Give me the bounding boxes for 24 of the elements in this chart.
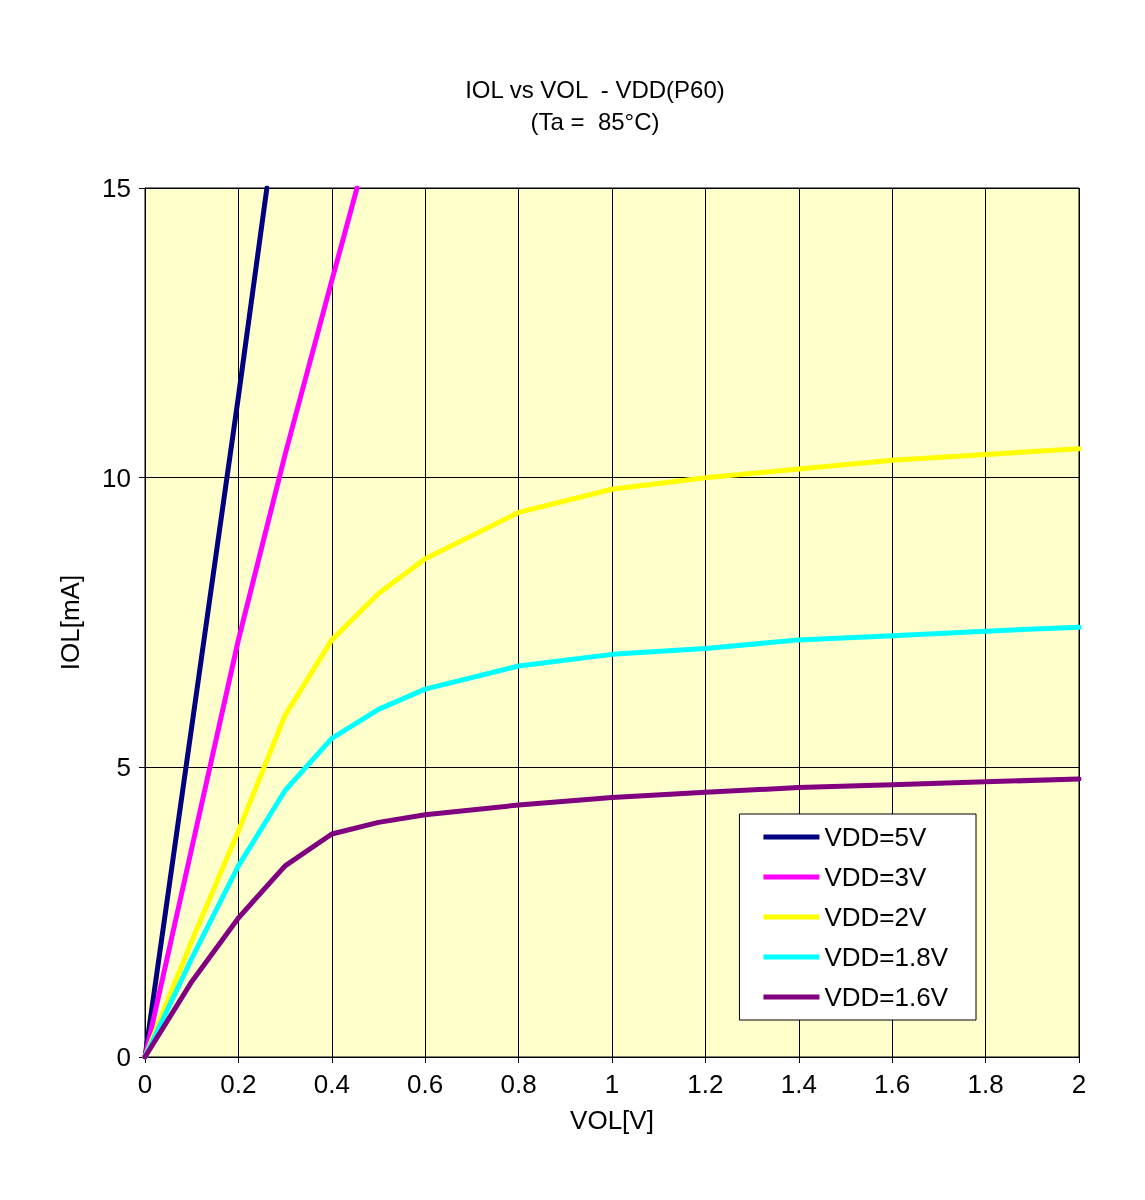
x-tick-label: 1.2	[687, 1069, 724, 1099]
legend-label: VDD=5V	[824, 822, 927, 852]
legend-label: VDD=1.8V	[824, 942, 949, 972]
x-tick-label: 0.8	[500, 1069, 537, 1099]
legend-label: VDD=1.6V	[824, 982, 949, 1012]
x-tick-label: 0.6	[407, 1069, 444, 1099]
x-tick-label: 1	[604, 1069, 620, 1099]
y-tick-label: 5	[116, 752, 131, 783]
y-tick-label: 15	[102, 173, 131, 203]
x-tick-label: 0	[137, 1069, 153, 1099]
y-tick-label: 10	[102, 462, 131, 493]
y-axis-title: IOL[mA]	[55, 574, 85, 671]
y-tick-label: 0	[116, 1042, 131, 1072]
x-tick-label: 0.2	[220, 1069, 257, 1099]
chart-title: IOL vs VOL - VDD(P60)	[465, 75, 725, 103]
x-tick-label: 2	[1071, 1069, 1087, 1099]
chart-subtitle: (Ta = 85°C)	[530, 107, 660, 135]
x-tick-label: 0.4	[313, 1069, 350, 1099]
x-tick-label: 1.8	[967, 1069, 1004, 1099]
x-tick-label: 1.4	[780, 1069, 817, 1099]
x-tick-label: 1.6	[874, 1069, 911, 1099]
x-axis-title: VOL[V]	[570, 1105, 654, 1135]
legend-label: VDD=3V	[824, 862, 927, 892]
legend-label: VDD=2V	[824, 902, 927, 932]
